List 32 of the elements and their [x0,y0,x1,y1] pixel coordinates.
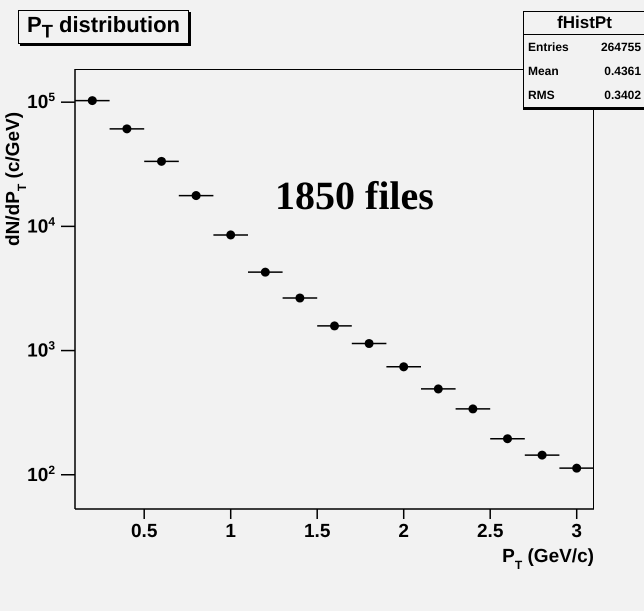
text: RMS 0.3402 [528,88,641,102]
point [330,321,340,330]
x-tick-label: 2 [398,521,409,542]
point [122,124,132,134]
chart-title: P$_{T}$ distribution [27,12,180,42]
point [156,156,166,166]
text: Entries 264755 [528,40,641,54]
y-tick-label: 10$^{3}$ [27,338,56,362]
point [538,450,547,460]
point [192,191,201,200]
x-tick-label: 1.5 [304,521,331,542]
x-tick-label: 3 [571,521,582,542]
point [88,96,97,106]
y-tick-label: 10$^{2}$ [27,462,56,486]
point [399,362,408,372]
x-tick-label: 0.5 [130,521,158,542]
x-axis-title: P$_{T}$ (GeV/c) [502,546,594,572]
point [572,464,582,473]
point [434,384,443,394]
x-tick-label: 1 [225,521,236,542]
point [295,293,304,303]
text: fHistPt [524,12,644,35]
text: Mean 0.4361 [528,64,641,78]
point [502,434,512,444]
point [226,230,236,240]
annotation: 1850 files [275,172,434,219]
point [468,404,478,414]
y-tick-label: 10$^{5}$ [27,90,56,114]
y-tick-label: 10$^{4}$ [27,214,56,238]
point [364,338,374,348]
point [260,268,270,277]
x-tick-label: 2.5 [476,521,504,542]
